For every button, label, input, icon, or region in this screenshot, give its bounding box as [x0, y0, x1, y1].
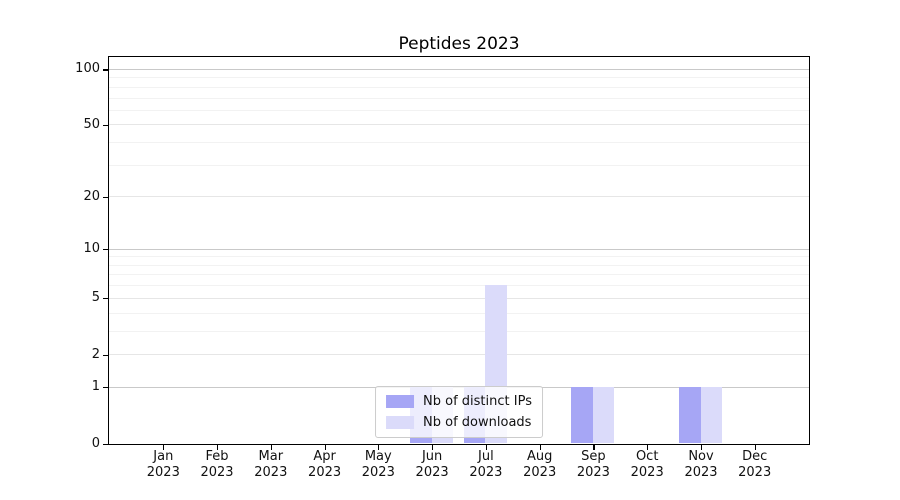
x-tick-mark: [647, 445, 649, 450]
gridline-y-80: [109, 86, 809, 88]
x-tick-label-apr: Apr 2023: [308, 449, 342, 480]
y-tick-label-50: 50: [83, 116, 100, 132]
y-tick-mark: [103, 69, 108, 71]
gridline-y-3: [109, 330, 809, 332]
legend-swatch-distinct-ips: [386, 395, 415, 408]
gridline-y-2: [109, 354, 809, 355]
gridline-y-90: [109, 77, 809, 79]
x-tick-label-dec: Dec 2023: [738, 449, 772, 480]
y-tick-mark: [103, 387, 108, 389]
gridline-y-6: [109, 285, 809, 287]
legend-label-downloads: Nb of downloads: [423, 415, 532, 430]
x-tick-label-jan: Jan 2023: [146, 449, 180, 480]
bar-downloads-sep-2023: [592, 386, 615, 443]
gridline-y-40: [109, 142, 809, 143]
y-tick-label-20: 20: [83, 188, 100, 204]
x-tick-mark: [378, 445, 380, 450]
x-tick-mark: [593, 445, 595, 450]
legend-label-distinct-ips: Nb of distinct IPs: [423, 394, 532, 409]
x-tick-mark: [163, 445, 165, 450]
legend: Nb of distinct IPs Nb of downloads: [375, 386, 543, 438]
y-tick-label-2: 2: [91, 346, 100, 362]
bar-downloads-nov-2023: [700, 386, 722, 443]
gridline-y-30: [109, 164, 809, 166]
x-tick-mark: [270, 445, 272, 450]
x-tick-label-feb: Feb 2023: [200, 449, 234, 480]
y-tick-mark: [103, 196, 108, 198]
x-tick-mark: [432, 445, 434, 450]
gridline-y-50: [109, 124, 809, 126]
gridline-y-4: [109, 312, 809, 314]
gridline-y-60: [109, 109, 809, 111]
x-tick-label-oct: Oct 2023: [630, 449, 664, 480]
y-tick-label-10: 10: [83, 241, 100, 257]
x-tick-label-sep: Sep 2023: [576, 449, 610, 480]
gridline-y-9: [109, 256, 809, 258]
chart-title: Peptides 2023: [398, 34, 520, 54]
x-tick-label-aug: Aug 2023: [523, 449, 557, 480]
y-tick-label-100: 100: [75, 61, 100, 77]
y-tick-label-5: 5: [91, 290, 100, 306]
gridline-y-5: [109, 297, 809, 299]
legend-item-downloads: Nb of downloads: [386, 415, 532, 430]
y-tick-label-1: 1: [91, 379, 100, 395]
x-tick-mark: [485, 445, 488, 450]
plot-area: Nb of distinct IPs Nb of downloads: [108, 56, 810, 445]
x-tick-mark: [324, 445, 326, 450]
x-tick-mark: [217, 445, 219, 450]
legend-item-distinct-ips: Nb of distinct IPs: [386, 394, 532, 409]
y-tick-mark: [103, 249, 108, 251]
y-tick-mark: [103, 298, 108, 300]
x-tick-mark: [539, 445, 541, 450]
x-tick-label-nov: Nov 2023: [684, 449, 718, 480]
gridline-y-70: [109, 97, 809, 99]
gridline-y-7: [109, 274, 809, 276]
gridline-y-20: [109, 196, 809, 198]
bar-distinct-ips-nov-2023: [679, 386, 701, 443]
gridline-y-10: [109, 248, 809, 250]
gridline-y-100: [109, 68, 809, 70]
gridline-y-8: [109, 264, 809, 266]
bar-distinct-ips-sep-2023: [571, 386, 593, 443]
x-tick-mark: [701, 445, 703, 450]
x-tick-label-jun: Jun 2023: [415, 449, 449, 480]
y-tick-mark: [103, 443, 108, 445]
x-tick-mark: [754, 445, 756, 450]
y-tick-label-0: 0: [91, 435, 100, 451]
x-tick-label-may: May 2023: [361, 449, 395, 480]
legend-swatch-downloads: [386, 416, 415, 429]
y-tick-mark: [103, 124, 108, 126]
y-tick-mark: [103, 354, 108, 356]
x-tick-label-jul: Jul 2023: [469, 449, 503, 480]
x-tick-label-mar: Mar 2023: [254, 449, 288, 480]
